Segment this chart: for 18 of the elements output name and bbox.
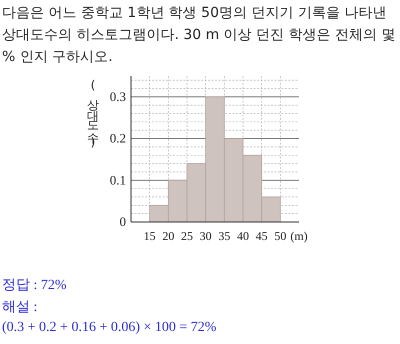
text: 해설 : (2, 299, 38, 316)
x-tick-label: 40 (237, 229, 249, 243)
y-tick-label: 0 (120, 214, 126, 229)
x-tick-label: 30 (200, 229, 212, 243)
x-tick-label: 50 (274, 229, 286, 243)
x-axis-title: (m) (290, 229, 308, 243)
x-tick-label: 45 (256, 229, 268, 243)
y-tick-label: 0.2 (110, 130, 126, 146)
x-tick-label: 25 (181, 229, 193, 243)
chart-title: 다음은 어느 중학교 1학년 학생 50명의 던지기 기록을 나타낸 상대도수의 히스토그램이다. 30 m 이상 던진 학생은 전체의 몇 % 인지 구하시오. (2, 4, 397, 67)
x-tick-label: 35 (218, 229, 230, 243)
text: 정답 : 72% (2, 277, 67, 294)
y-tick-label: 0.1 (110, 172, 126, 188)
x-tick-label: 20 (162, 229, 174, 243)
x-tick-label: 15 (144, 229, 156, 243)
text: (0.3 + 0.2 + 0.16 + 0.06) × 100 = 72% (2, 320, 216, 336)
y-tick-label: 0.3 (110, 88, 126, 104)
y-axis-title: (상대도수) (86, 78, 100, 148)
